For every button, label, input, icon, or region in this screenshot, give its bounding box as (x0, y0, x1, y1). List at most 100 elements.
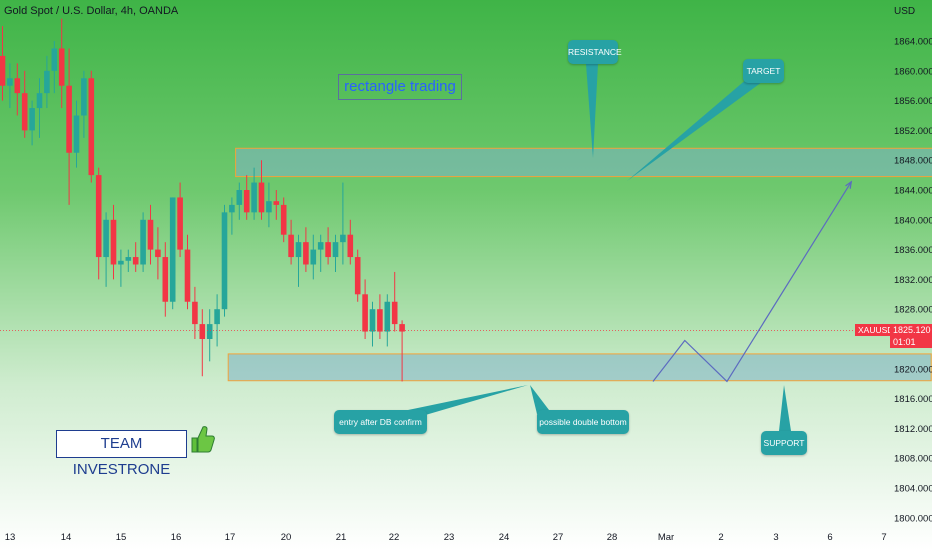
x-tick-label: 2 (718, 532, 723, 543)
target-pointer (627, 78, 762, 181)
candle-body (199, 324, 206, 339)
x-tick-label: Mar (658, 532, 674, 543)
candle-body (266, 201, 272, 213)
candle-body (384, 301, 391, 332)
thumbs-up-icon (191, 426, 215, 453)
candle-body (36, 93, 43, 109)
entry-callout: entry after DB confirm (334, 410, 427, 434)
x-tick-label: 15 (116, 532, 127, 543)
currency-label: USD (894, 6, 916, 17)
candle-body (29, 108, 35, 131)
support-callout: SUPPORT (761, 431, 807, 455)
candle-body (140, 219, 146, 265)
candle-body (51, 48, 58, 71)
candle-body (88, 78, 95, 176)
y-tick-label: 1856.000 (894, 96, 932, 107)
candle-body (7, 78, 13, 86)
candle-body (110, 219, 117, 265)
candle-body (66, 85, 72, 153)
candle-body (0, 55, 6, 86)
projection-arrowhead (845, 180, 853, 189)
price-tag-countdown: 01:01 (893, 337, 916, 347)
candle-body (347, 234, 354, 258)
entry-pointer (408, 385, 528, 416)
x-tick-label: 24 (499, 532, 510, 543)
candle-body (132, 257, 139, 265)
resistance-callout: RESISTANCE (568, 40, 622, 64)
symbol-tag: XAUUSD (855, 324, 897, 336)
price-tag-value: 1825.120 (893, 325, 931, 335)
target-callout: TARGET (743, 59, 784, 83)
x-tick-label: 6 (827, 532, 832, 543)
candle-body (399, 324, 405, 332)
x-tick-label: 7 (881, 532, 886, 543)
candle-body (295, 242, 302, 258)
candle-body (340, 234, 346, 243)
y-tick-label: 1844.000 (894, 186, 932, 197)
projection-path (652, 181, 852, 383)
double-bottom-callout: possible double bottom (537, 410, 629, 434)
x-tick-label: 27 (553, 532, 564, 543)
y-tick-label: 1804.000 (894, 484, 932, 495)
candle-body (155, 249, 161, 258)
candle-body (354, 257, 361, 295)
y-tick-label: 1864.000 (894, 37, 932, 48)
y-tick-label: 1852.000 (894, 126, 932, 137)
candle-body (206, 324, 213, 339)
candle-body (221, 212, 228, 310)
candle-body (118, 260, 124, 265)
candle-body (258, 182, 265, 213)
y-tick-label: 1816.000 (894, 394, 932, 405)
double-bottom-pointer (530, 385, 549, 414)
y-tick-label: 1828.000 (894, 305, 932, 316)
candle-body (103, 219, 109, 258)
candle-body (169, 197, 176, 302)
candle-body (273, 201, 280, 205)
candle-body (162, 257, 169, 302)
team-label: TEAM INVESTRONE (56, 430, 187, 478)
candle-body (14, 78, 21, 94)
chart-title: Gold Spot / U.S. Dollar, 4h, OANDA (4, 5, 179, 17)
x-tick-label: 21 (336, 532, 347, 543)
x-tick-label: 16 (171, 532, 182, 543)
y-tick-label: 1812.000 (894, 424, 932, 435)
candle-body (303, 242, 309, 265)
x-tick-label: 23 (444, 532, 455, 543)
candle-body (251, 182, 257, 213)
x-tick-label: 17 (225, 532, 236, 543)
candle-body (81, 78, 87, 116)
candle-body (243, 190, 250, 213)
candle-body (310, 249, 317, 265)
y-tick-label: 1820.000 (894, 364, 932, 375)
candle-body (21, 93, 28, 131)
y-tick-label: 1832.000 (894, 275, 932, 286)
candle-body (288, 234, 294, 258)
x-tick-label: 13 (5, 532, 16, 543)
candle-body (184, 249, 191, 302)
candle-body (214, 309, 220, 325)
candle-body (362, 294, 368, 332)
support-pointer (779, 385, 791, 431)
candle-body (125, 257, 132, 261)
candle-body (73, 115, 80, 153)
candle-body (317, 242, 324, 250)
candle-body (192, 301, 198, 325)
price-tag: 1825.120 01:01 (890, 324, 932, 348)
support-zone (227, 353, 932, 382)
candle-body (44, 70, 50, 94)
candle-body (236, 190, 243, 205)
candle-body (332, 242, 339, 258)
candle-body (229, 204, 235, 213)
x-tick-label: 28 (607, 532, 618, 543)
candle-body (95, 175, 102, 258)
y-tick-label: 1808.000 (894, 454, 932, 465)
candle-body (377, 309, 383, 332)
y-tick-label: 1800.000 (894, 513, 932, 524)
y-tick-label: 1836.000 (894, 245, 932, 256)
candle-body (177, 197, 183, 250)
y-tick-label: 1860.000 (894, 66, 932, 77)
x-tick-label: 20 (281, 532, 292, 543)
candle-body (280, 204, 287, 235)
